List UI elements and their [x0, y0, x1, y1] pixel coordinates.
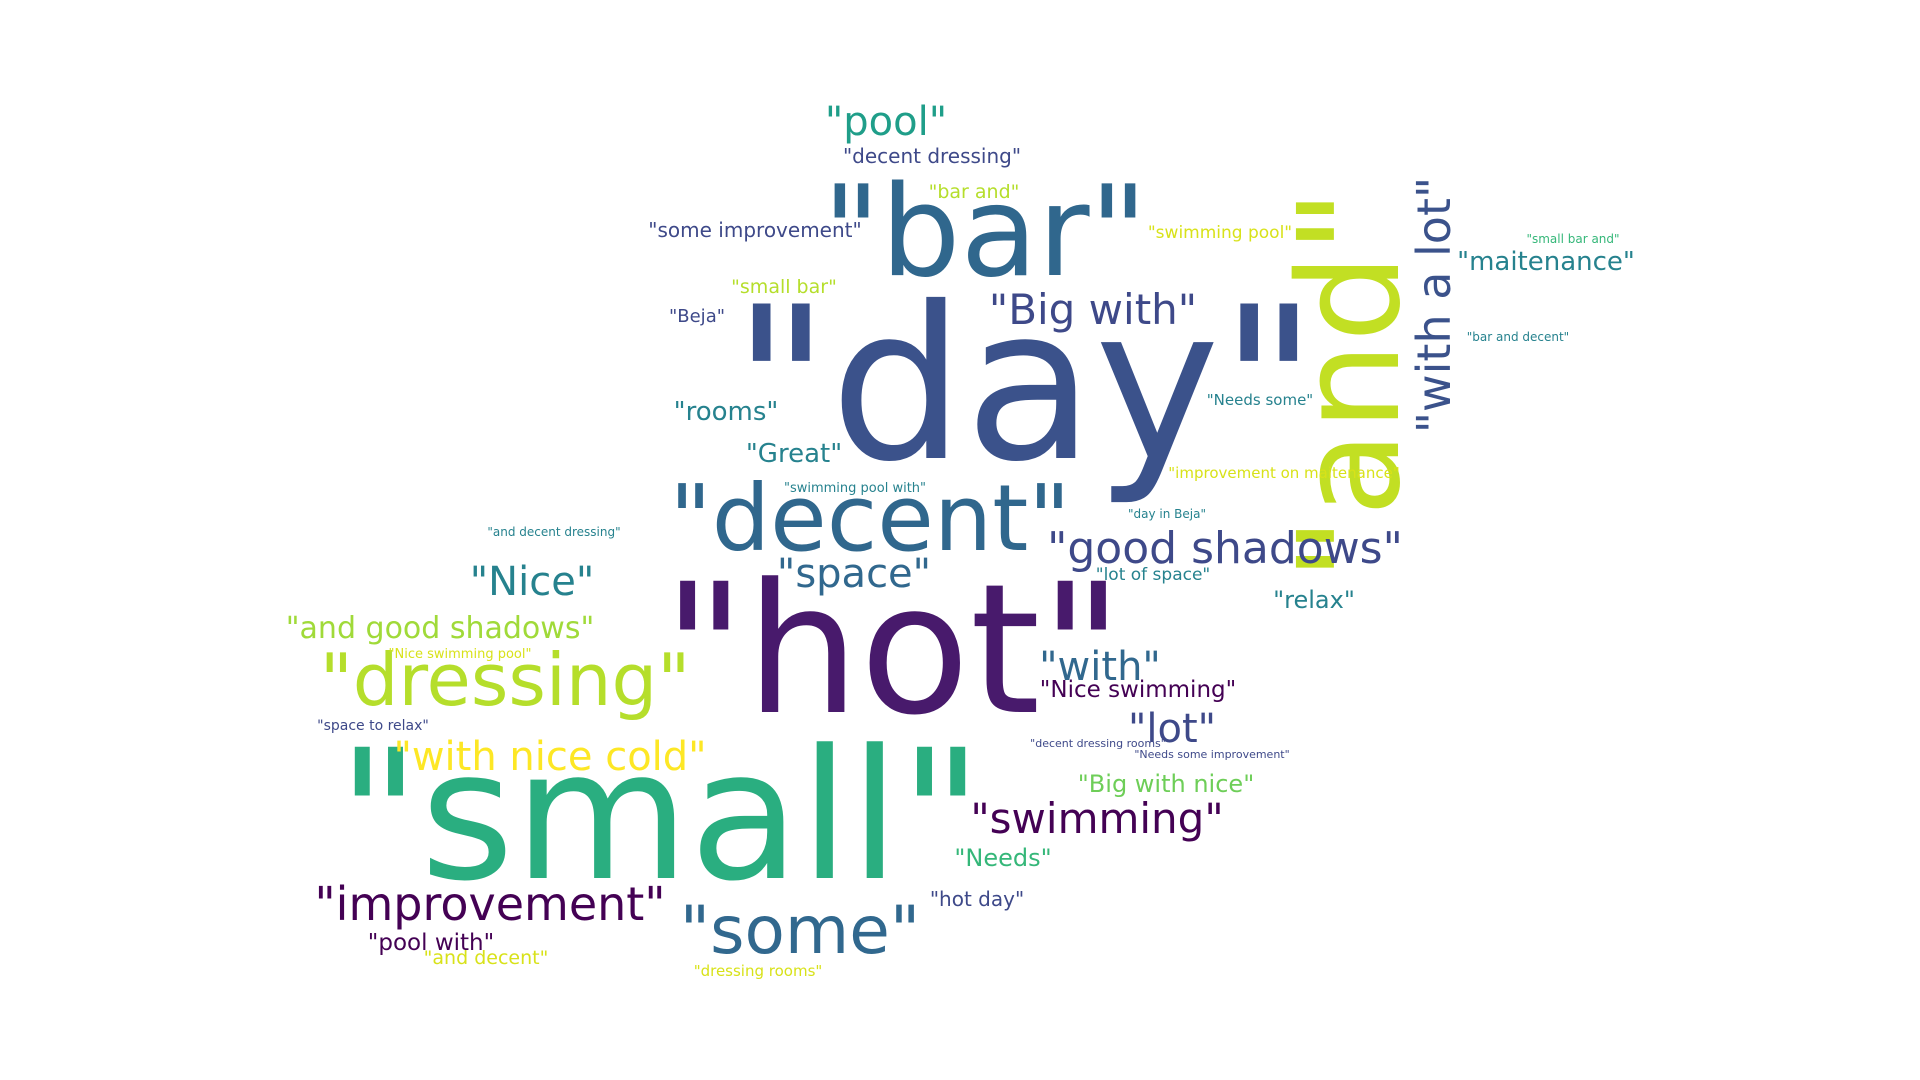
word-some-improvement: "some improvement": [648, 218, 861, 242]
word-decent-dressing: "decent dressing": [843, 144, 1021, 168]
word-with-nice-cold: "with nice cold": [393, 734, 706, 780]
word-beja: "Beja": [669, 306, 725, 327]
word-pool: "pool": [825, 99, 947, 145]
word-maitenance: "maitenance": [1457, 247, 1635, 277]
word-day-in-beja: "day in Beja": [1128, 507, 1206, 521]
word-rooms: "rooms": [674, 397, 779, 427]
word-and-decent-dressing: "and decent dressing": [487, 525, 620, 539]
word-small: "small": [337, 712, 982, 921]
word-decent-dressing-rooms: "decent dressing rooms": [1030, 737, 1166, 750]
word-needs: "Needs": [954, 844, 1051, 872]
word-bar-and: "bar and": [929, 181, 1020, 203]
word-improvement: "improvement": [315, 877, 666, 931]
word-dressing-rooms: "dressing rooms": [694, 962, 823, 980]
word-with-a-lot: "with a lot": [1407, 177, 1461, 433]
word-and-good-shadows: "and good shadows": [286, 611, 595, 646]
word-hot: "hot": [663, 546, 1123, 755]
word-space: "space": [777, 551, 931, 597]
word-space-to-relax: "space to relax": [317, 718, 429, 734]
word-day: "day": [733, 261, 1318, 508]
word-bar-and-decent: "bar and decent": [1467, 330, 1569, 344]
word-good-shadows: "good shadows": [1047, 523, 1403, 574]
word-small-bar-and: "small bar and": [1526, 232, 1619, 246]
word-nice-swimming: "Nice swimming": [1040, 677, 1236, 703]
word-and-decent: "and decent": [424, 947, 549, 969]
word-great: "Great": [746, 439, 842, 469]
word-improvement-on-maitenance: "improvement on maitenance": [1168, 464, 1399, 482]
word-relax: "relax": [1273, 586, 1355, 614]
word-nice-swimming-pool: "Nice swimming pool": [389, 647, 532, 662]
word-lot: "lot": [1128, 706, 1216, 752]
word-swimming: "swimming": [970, 794, 1223, 843]
word-swimming-pool: "swimming pool": [1148, 223, 1292, 243]
word-with: "with": [1039, 644, 1161, 690]
word-hot-day: "hot day": [930, 887, 1024, 911]
word-big-with: "Big with": [989, 285, 1197, 334]
word-swimming-pool-with: "swimming pool with": [784, 481, 926, 496]
word-dressing: "dressing": [320, 638, 691, 722]
word-and: "and": [1269, 189, 1432, 581]
word-some: "some": [680, 892, 920, 969]
word-needs-some: "Needs some": [1207, 391, 1313, 409]
word-lot-of-space: "lot of space": [1096, 565, 1211, 585]
word-small-bar: "small bar": [731, 276, 837, 298]
word-nice: "Nice": [470, 559, 594, 605]
word-bar: "bar": [823, 158, 1148, 305]
word-pool-with: "pool with": [368, 930, 494, 956]
word-decent: "decent": [669, 465, 1070, 572]
word-needs-some-improvement: "Needs some improvement": [1134, 748, 1289, 761]
word-big-with-nice: "Big with nice": [1078, 770, 1254, 798]
